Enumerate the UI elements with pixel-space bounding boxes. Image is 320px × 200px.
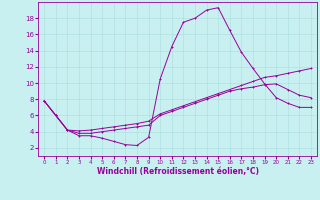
X-axis label: Windchill (Refroidissement éolien,°C): Windchill (Refroidissement éolien,°C): [97, 167, 259, 176]
